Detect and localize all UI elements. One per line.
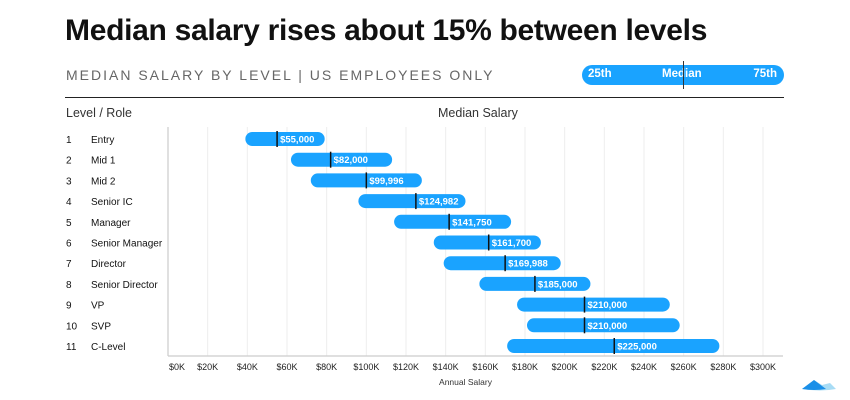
level-number: 7 (66, 259, 72, 270)
range-bar (507, 339, 720, 353)
level-number: 2 (66, 156, 72, 167)
x-tick-label: $280K (710, 362, 736, 372)
range-bar (245, 132, 325, 146)
x-tick-label: $220K (591, 362, 617, 372)
role-label: Director (91, 259, 127, 270)
median-label: $141,750 (452, 217, 492, 228)
median-label: $210,000 (588, 321, 628, 332)
x-tick-label: $200K (552, 362, 578, 372)
range-bar (394, 214, 512, 229)
role-label: Mid 2 (91, 176, 116, 187)
x-tick-label: $240K (631, 362, 657, 372)
role-label: C-Level (91, 342, 125, 353)
role-label: VP (91, 301, 105, 312)
median-label: $210,000 (588, 300, 628, 311)
subtitle: MEDIAN SALARY BY LEVEL | US EMPLOYEES ON… (66, 67, 495, 83)
x-tick-label: $20K (197, 362, 218, 372)
level-number: 6 (66, 239, 72, 250)
legend-median-line (683, 61, 684, 89)
page-title: Median salary rises about 15% between le… (65, 14, 708, 47)
role-label: Senior IC (91, 197, 133, 208)
logo-icon (802, 380, 836, 391)
x-tick-label: $160K (472, 362, 498, 372)
level-number: 9 (66, 301, 72, 312)
x-tick-label: $60K (276, 362, 297, 372)
role-label: Senior Manager (91, 239, 163, 250)
chart-column-header: Median Salary (438, 106, 518, 120)
level-number: 3 (66, 176, 72, 187)
legend: 25th Median 75th (582, 61, 784, 89)
x-tick-label: $80K (316, 362, 337, 372)
range-bar (433, 235, 541, 250)
x-axis-title: Annual Salary (439, 377, 493, 387)
role-label: Manager (91, 218, 131, 229)
role-label: Senior Director (91, 280, 158, 291)
role-label: Mid 1 (91, 156, 116, 167)
level-number: 10 (66, 321, 78, 332)
legend-25th: 25th (588, 68, 612, 80)
x-tick-label: $180K (512, 362, 538, 372)
range-bar (526, 318, 680, 333)
role-label: SVP (91, 321, 111, 332)
median-label: $55,000 (280, 135, 314, 146)
median-label: $225,000 (617, 342, 657, 353)
legend-75th: 75th (753, 68, 777, 80)
x-tick-label: $260K (671, 362, 697, 372)
median-label: $161,700 (492, 238, 532, 249)
median-label: $169,988 (508, 259, 548, 270)
legend-median: Median (662, 68, 702, 80)
median-label: $99,996 (369, 176, 403, 187)
level-number: 5 (66, 218, 72, 229)
level-number: 4 (66, 197, 72, 208)
x-tick-label: $120K (393, 362, 419, 372)
level-number: 1 (66, 135, 72, 146)
level-number: 11 (66, 342, 77, 353)
level-number: 8 (66, 280, 72, 291)
range-bar (358, 194, 466, 209)
range-bar (443, 256, 561, 271)
role-label: Entry (91, 135, 114, 146)
x-tick-label: $40K (237, 362, 258, 372)
x-tick-label: $140K (433, 362, 459, 372)
divider (65, 97, 784, 98)
median-label: $124,982 (419, 197, 459, 208)
median-label: $185,000 (538, 279, 578, 290)
median-label: $82,000 (334, 155, 368, 166)
x-tick-label: $100K (353, 362, 379, 372)
range-bar (290, 152, 393, 167)
x-tick-label: $0K (169, 362, 185, 372)
x-tick-label: $300K (750, 362, 776, 372)
level-column-header: Level / Role (66, 106, 133, 120)
range-bar (517, 297, 670, 312)
